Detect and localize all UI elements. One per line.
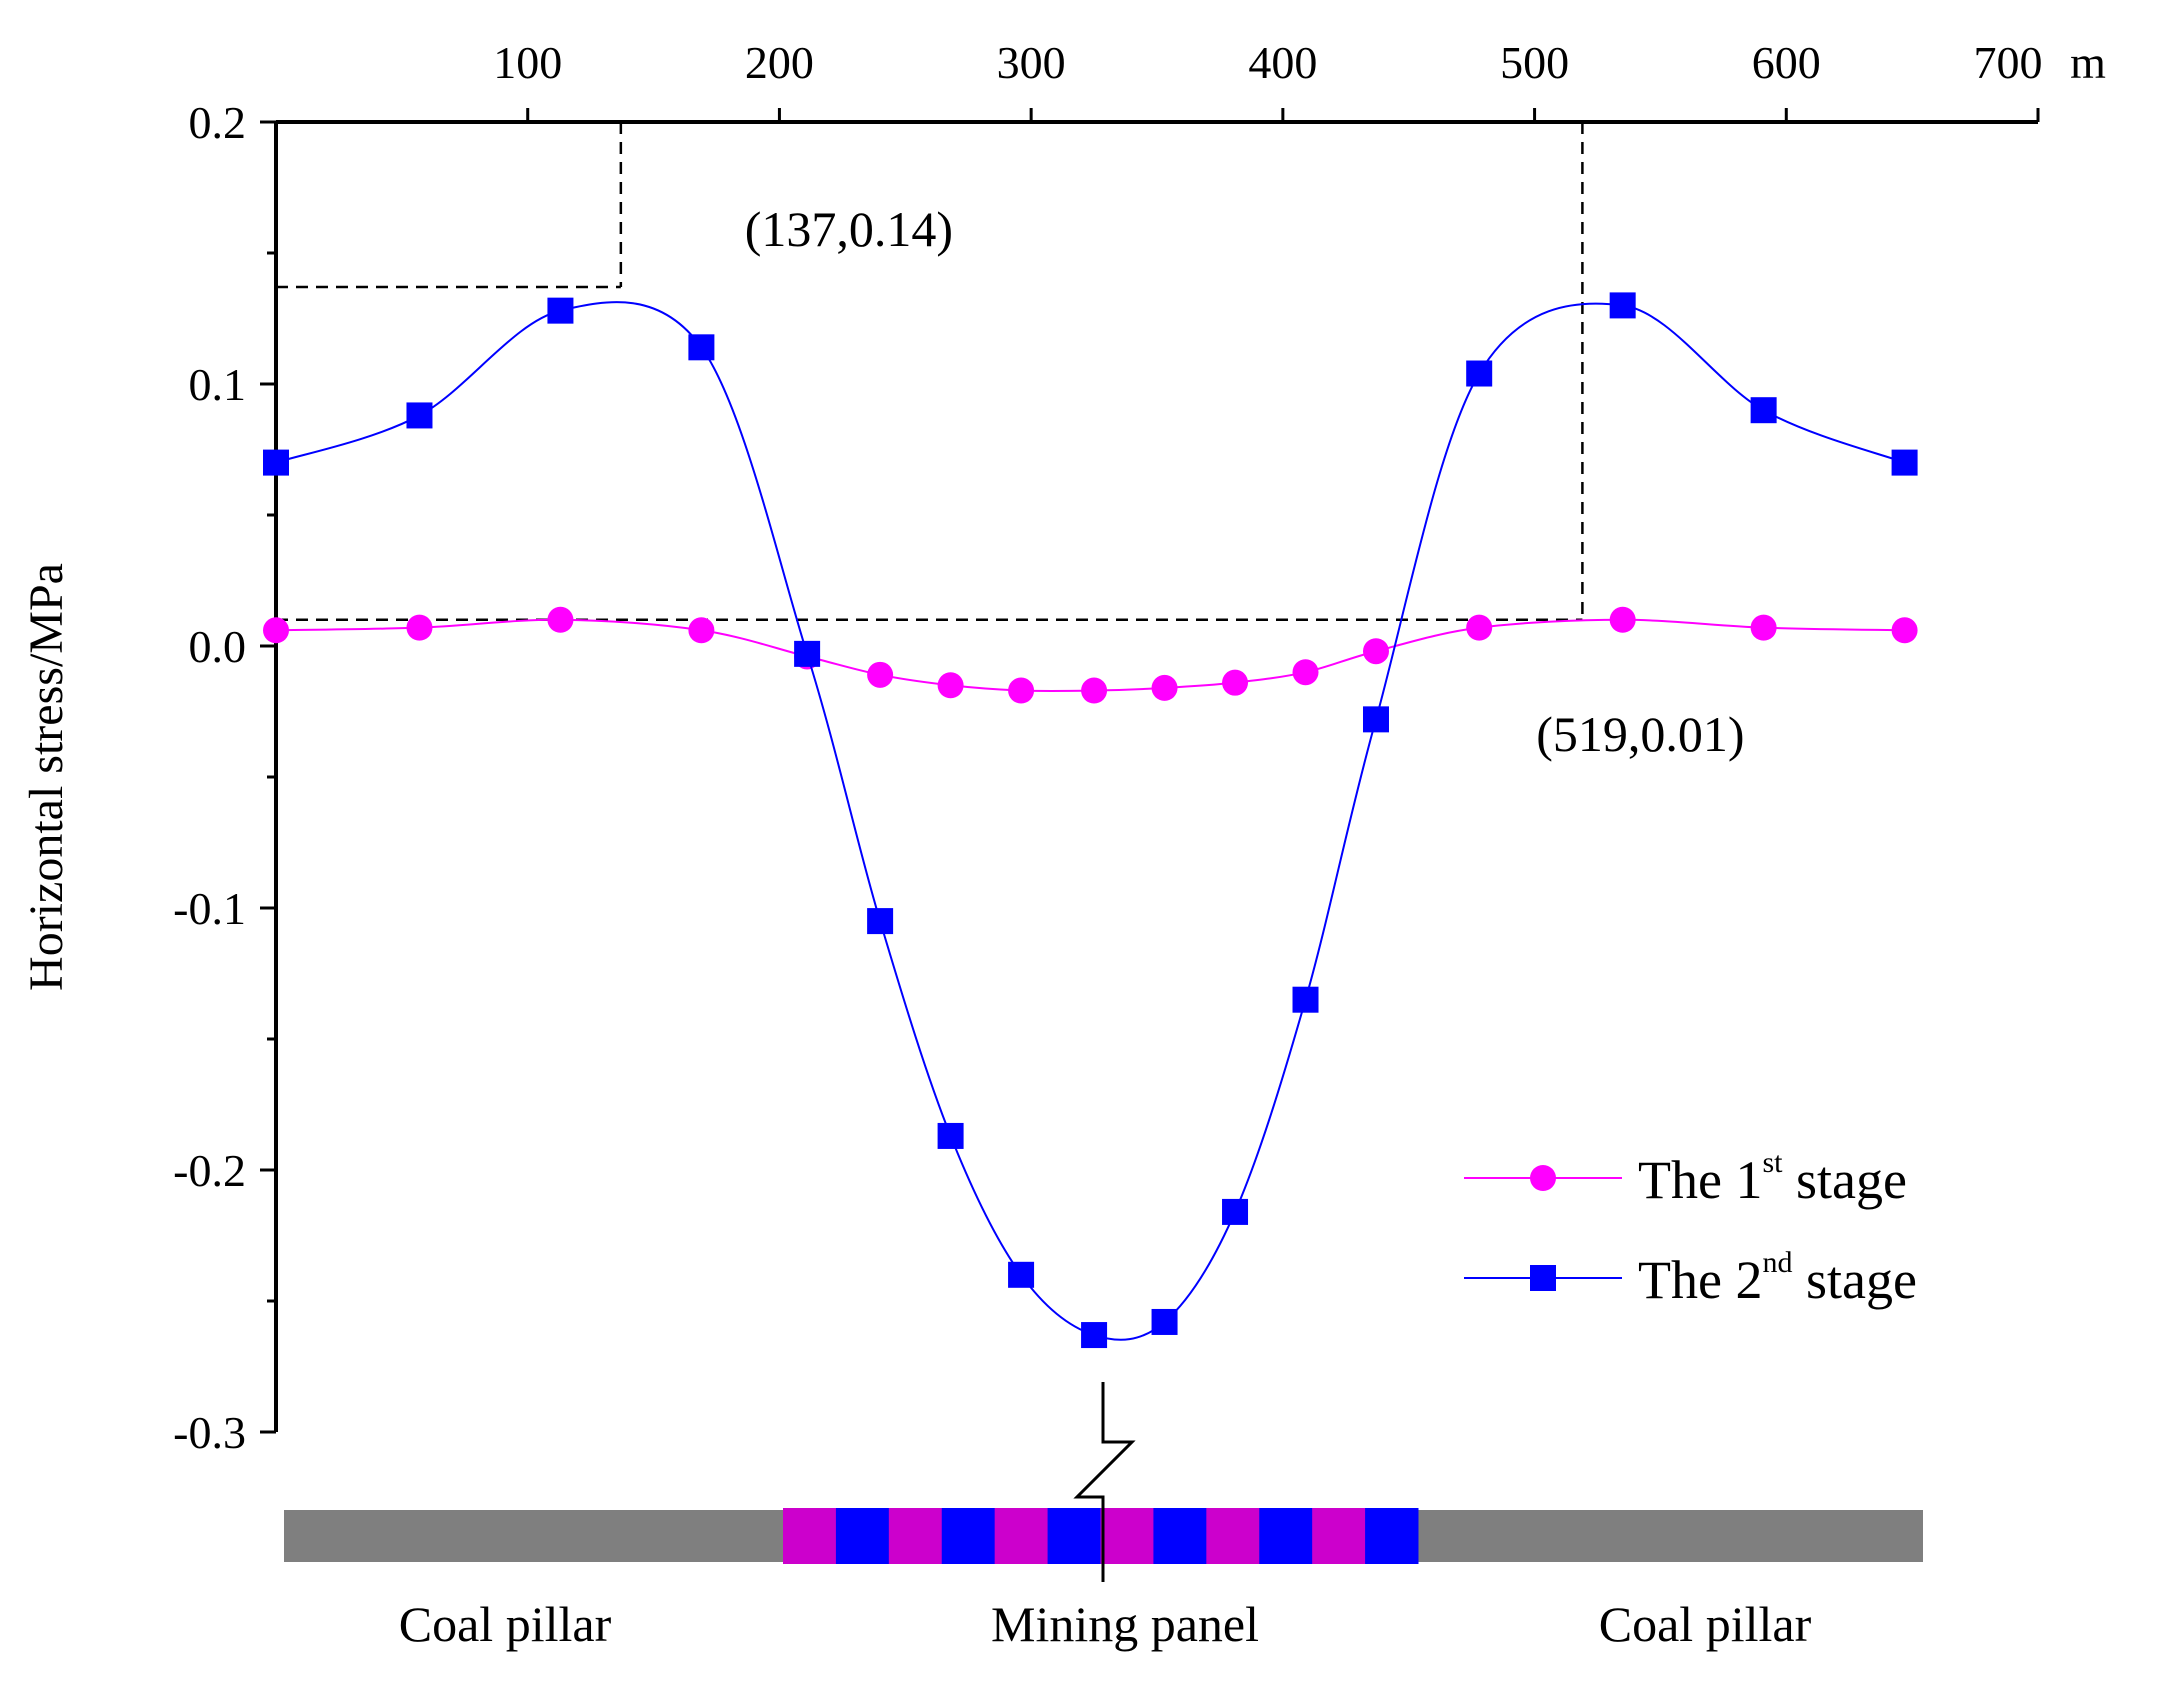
series-1-point — [1151, 674, 1178, 701]
series-2-point — [547, 297, 574, 324]
legend-label-sup: nd — [1762, 1246, 1792, 1279]
mining-panel-segment — [1153, 1508, 1207, 1564]
series-2-point — [1362, 706, 1389, 733]
y-tick-label: 0.2 — [189, 97, 247, 148]
annotation-label: (137,0.14) — [745, 201, 953, 257]
series-2-point — [1151, 1308, 1178, 1335]
mining-panel-segment — [1100, 1508, 1154, 1564]
y-tick-label: -0.2 — [173, 1145, 246, 1196]
mining-panel-segment — [1259, 1508, 1313, 1564]
band-label: Coal pillar — [1599, 1596, 1812, 1652]
mining-panel-segment — [941, 1508, 996, 1564]
annotations: (137,0.14) (519,0.01) — [745, 201, 1745, 762]
series-2-point — [794, 640, 821, 667]
series-2-point — [1466, 360, 1493, 387]
series-1-point — [1609, 606, 1636, 633]
series-2-point — [1008, 1261, 1035, 1288]
series-2-point — [1292, 986, 1319, 1013]
series-2-point — [1222, 1198, 1249, 1225]
series-1-point — [406, 614, 433, 641]
series-1-point — [1362, 638, 1389, 665]
series-1-point — [263, 617, 289, 644]
series-2-point — [1891, 449, 1918, 476]
series-1-point — [1466, 614, 1493, 641]
series-1-point — [867, 661, 894, 688]
mining-panel-segment — [1312, 1508, 1366, 1564]
break-marker — [1073, 1382, 1136, 1582]
band-label: Mining panel — [991, 1596, 1259, 1652]
y-tick-label: 0.1 — [189, 359, 247, 410]
series-2-point — [688, 334, 715, 361]
mining-panel-segment — [783, 1508, 837, 1564]
annotation-label: (519,0.01) — [1536, 706, 1744, 762]
mining-panel-segment — [888, 1508, 943, 1564]
series-1-point — [688, 617, 715, 644]
series-1-point — [547, 606, 574, 633]
series-1-point — [1750, 614, 1777, 641]
x-tick-label: 300 — [997, 37, 1066, 88]
mining-panel-segment — [994, 1508, 1049, 1564]
legend-label-base: The 1 — [1638, 1150, 1762, 1210]
y-tick-label: -0.1 — [173, 883, 246, 934]
coal-pillar-right-bar — [1418, 1510, 1923, 1562]
x-tick-label: 700 — [1974, 37, 2043, 88]
mining-layout-band: Coal pillar Mining panel Coal pillar — [284, 1382, 1923, 1652]
legend-marker-1 — [1530, 1165, 1556, 1191]
mining-panel-segment — [835, 1508, 890, 1564]
legend-label-tail: stage — [1792, 1250, 1916, 1310]
series-1-point — [1292, 659, 1319, 686]
series-2-point — [937, 1122, 964, 1149]
legend-label-tail: stage — [1782, 1150, 1906, 1210]
series-2-point — [1081, 1322, 1108, 1349]
legend-label-1: The 1st stage — [1638, 1146, 1907, 1210]
series-2-point — [263, 449, 289, 476]
x-unit-label: m — [2070, 37, 2106, 88]
series-1-point — [1008, 677, 1035, 704]
x-tick-label: 600 — [1752, 37, 1821, 88]
y-axis-title: Horizontal stress/MPa — [20, 563, 73, 991]
series-2-point — [406, 402, 433, 429]
band-label: Coal pillar — [399, 1596, 612, 1652]
x-tick-label: 200 — [745, 37, 814, 88]
coal-pillar-left-bar — [284, 1510, 783, 1562]
ticks: 100 200 300 400 500 600 700 0.2 0.1 0.0 -0.1 -0.2 -0… — [173, 37, 2042, 1458]
series-2-point — [867, 908, 894, 935]
reference-lines — [276, 122, 1584, 622]
series-1-point — [1891, 617, 1918, 644]
series-2-point — [1609, 292, 1636, 319]
mining-panel-segment — [1365, 1508, 1419, 1564]
legend-label-2: The 2nd stage — [1638, 1246, 1917, 1310]
legend-label-base: The 2 — [1638, 1250, 1762, 1310]
x-tick-label: 400 — [1248, 37, 1317, 88]
y-tick-label: 0.0 — [189, 621, 247, 672]
series-1-point — [1222, 669, 1249, 696]
series — [263, 292, 1918, 1349]
legend-marker-2 — [1530, 1265, 1556, 1291]
y-tick-label: -0.3 — [173, 1407, 246, 1458]
series-1-point — [1081, 677, 1108, 704]
series-2-point — [1750, 397, 1777, 424]
x-tick-label: 100 — [493, 37, 562, 88]
legend-label-sup: st — [1762, 1146, 1783, 1179]
x-tick-label: 500 — [1500, 37, 1569, 88]
mining-panel-segment — [1047, 1508, 1101, 1564]
series-1-point — [937, 672, 964, 699]
mining-panel-segment — [1206, 1508, 1260, 1564]
